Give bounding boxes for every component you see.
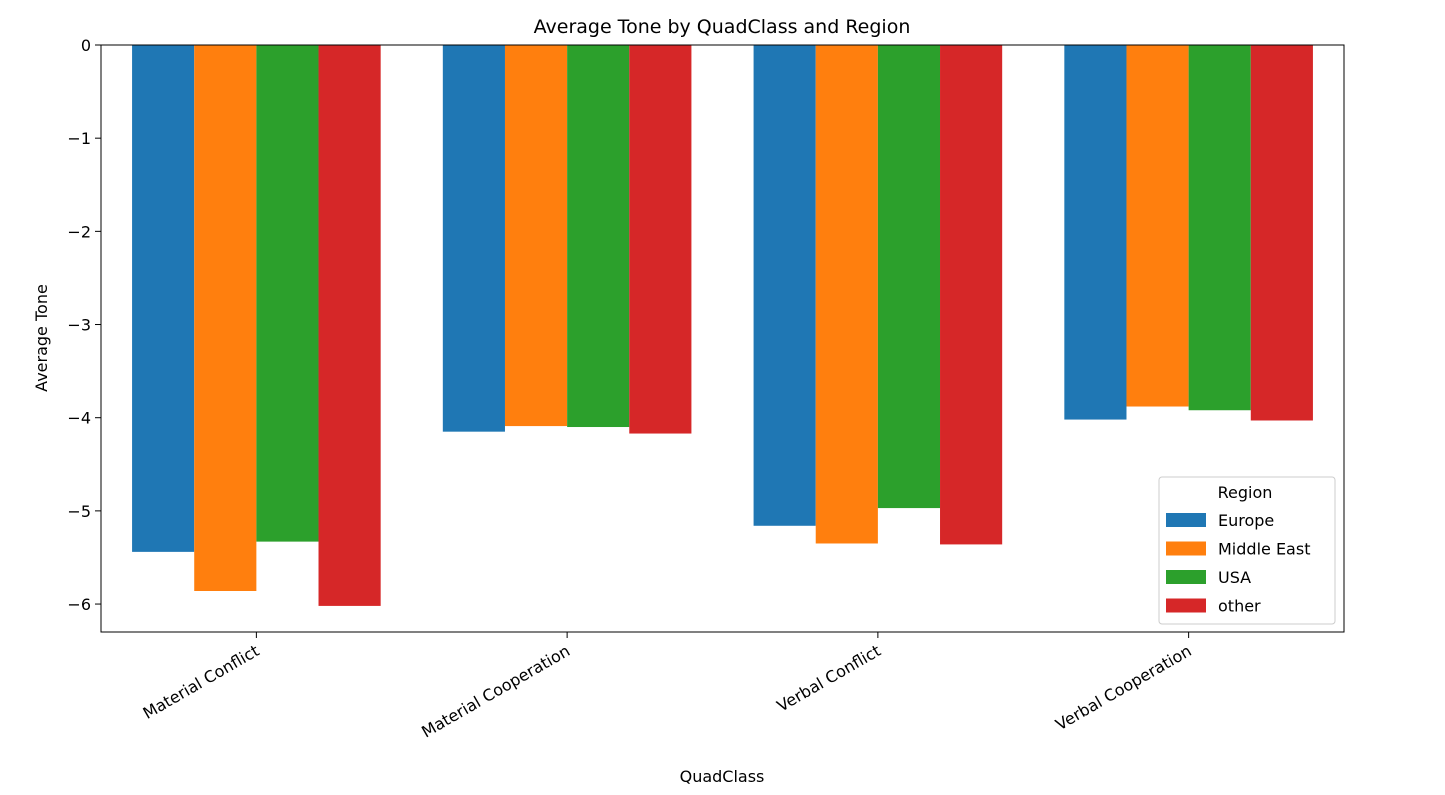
bar-europe-material-cooperation: [442, 45, 505, 432]
bar-usa-verbal-cooperation: [1188, 45, 1251, 411]
y-tick-label: −5: [67, 502, 91, 521]
legend-label-europe: Europe: [1218, 511, 1274, 530]
bar-other-material-conflict: [318, 45, 381, 606]
bar-other-verbal-conflict: [940, 45, 1003, 545]
bar-middle-east-verbal-cooperation: [1126, 45, 1189, 407]
bar-europe-verbal-conflict: [753, 45, 816, 526]
legend-swatch-europe: [1166, 513, 1206, 527]
y-tick-label: −4: [67, 409, 91, 428]
y-tick-label: 0: [81, 36, 91, 55]
x-axis-label: QuadClass: [680, 767, 765, 786]
legend-title: Region: [1218, 483, 1273, 502]
legend-label-middle-east: Middle East: [1218, 540, 1310, 559]
legend: Region Europe Middle East USA other: [1158, 476, 1336, 625]
legend-swatch-other: [1166, 598, 1206, 613]
bar-other-verbal-cooperation: [1250, 45, 1313, 421]
bars-group: [132, 45, 1313, 606]
bar-europe-verbal-cooperation: [1064, 45, 1127, 420]
bar-europe-material-conflict: [132, 45, 195, 552]
legend-label-usa: USA: [1218, 568, 1251, 587]
y-tick-label: −3: [67, 316, 91, 335]
y-tick-label: −6: [67, 595, 91, 614]
chart-title: Average Tone by QuadClass and Region: [534, 16, 911, 38]
legend-swatch-usa: [1166, 570, 1206, 584]
bar-other-material-cooperation: [629, 45, 692, 434]
plot-frame: [100, 44, 1345, 633]
y-axis-label: Average Tone: [32, 284, 51, 392]
y-axis: 0 −1 −2 −3 −4 −5 −6: [67, 36, 101, 614]
y-tick-label: −2: [67, 222, 91, 241]
bar-usa-material-conflict: [256, 45, 319, 542]
bar-middle-east-material-cooperation: [504, 45, 568, 427]
bar-middle-east-material-conflict: [194, 45, 257, 591]
legend-label-other: other: [1218, 597, 1261, 616]
bar-usa-material-cooperation: [567, 45, 630, 428]
y-tick-label: −1: [67, 129, 91, 148]
bar-usa-verbal-conflict: [877, 45, 941, 509]
bar-middle-east-verbal-conflict: [815, 45, 878, 544]
legend-swatch-middle-east: [1166, 541, 1206, 556]
